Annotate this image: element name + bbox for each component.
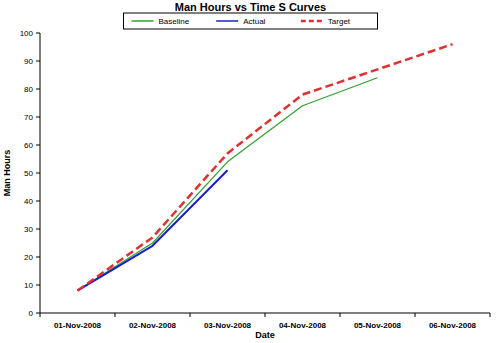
x-tick-label: 04-Nov-2008 (279, 321, 327, 330)
y-tick (36, 117, 40, 118)
y-tick (36, 145, 40, 146)
x-tick-boundary (415, 313, 416, 317)
legend-label: Target (328, 17, 351, 26)
x-axis-label: Date (255, 330, 275, 340)
x-tick-boundary (490, 313, 491, 317)
legend-box (124, 13, 378, 29)
y-tick-label: 50 (24, 169, 33, 178)
legend-label: Baseline (159, 17, 190, 26)
y-tick (36, 201, 40, 202)
legend-swatch (216, 20, 238, 22)
y-tick (36, 61, 40, 62)
y-tick-label: 10 (24, 281, 33, 290)
y-tick-label: 30 (24, 225, 33, 234)
series-line (78, 44, 453, 290)
y-tick-label: 90 (24, 57, 33, 66)
y-tick-label: 80 (24, 85, 33, 94)
y-tick-label: 20 (24, 253, 33, 262)
title: Man Hours vs Time S Curves (175, 1, 326, 13)
series-line (78, 170, 228, 290)
y-tick (36, 33, 40, 34)
y-tick (36, 229, 40, 230)
x-tick-label: 06-Nov-2008 (429, 321, 477, 330)
y-tick-label: 100 (20, 29, 34, 38)
y-tick-label: 70 (24, 113, 33, 122)
y-tick-label: 0 (29, 309, 34, 318)
x-tick-label: 02-Nov-2008 (129, 321, 177, 330)
y-tick (36, 257, 40, 258)
x-tick-label: 05-Nov-2008 (354, 321, 402, 330)
y-tick (36, 89, 40, 90)
x-tick-boundary (340, 313, 341, 317)
legend-label: Actual (243, 17, 265, 26)
background (0, 0, 501, 343)
plot-area (78, 44, 453, 290)
legend-swatch (301, 20, 323, 23)
chart-root: Man Hours vs Time S Curves 0 10 20 30 40 50 60 7… (0, 0, 501, 343)
x-tick-label: 01-Nov-2008 (54, 321, 102, 330)
x-tick-boundary (40, 313, 41, 317)
legend-swatch (132, 20, 154, 22)
legend: Baseline Actual Target (124, 13, 378, 29)
x-tick-boundary (190, 313, 191, 317)
y-tick-label: 40 (24, 197, 33, 206)
x-tick-label: 03-Nov-2008 (204, 321, 252, 330)
y-tick-label: 60 (24, 141, 33, 150)
y-tick (36, 313, 40, 314)
y-tick (36, 173, 40, 174)
x-tick-boundary (265, 313, 266, 317)
chart-svg: Man Hours vs Time S Curves 0 10 20 30 40 50 60 7… (0, 0, 501, 343)
x-tick-boundary (115, 313, 116, 317)
y-tick (36, 285, 40, 286)
y-axis-label: Man Hours (2, 150, 12, 197)
